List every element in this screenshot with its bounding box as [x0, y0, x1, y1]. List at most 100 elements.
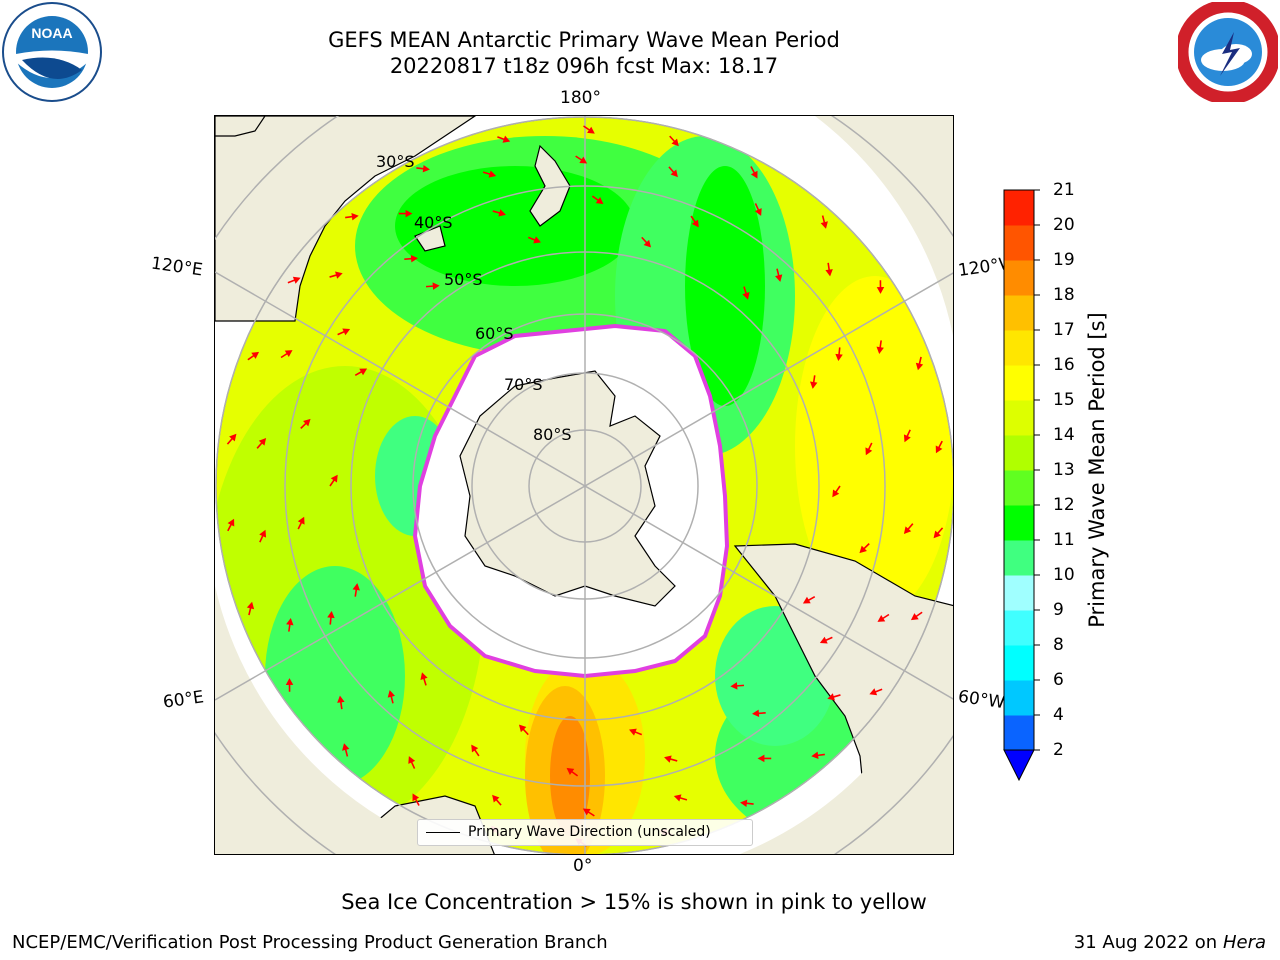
wave-arrow-head — [405, 209, 413, 218]
map-panel: Primary Wave Direction (unscaled) — [214, 115, 954, 855]
lon-label-lower-left: 60°E — [161, 687, 206, 713]
nws-logo — [1178, 2, 1278, 102]
wave-arrow-head — [582, 808, 591, 816]
wave-direction-arrows — [226, 125, 944, 847]
wave-arrow-head — [303, 418, 311, 427]
wave-arrow-head — [498, 209, 506, 217]
colorbar-segment — [1004, 260, 1034, 296]
wave-arrow-head — [835, 353, 843, 362]
wave-arrow-head — [488, 170, 497, 178]
colorbar-segment — [1004, 330, 1034, 366]
wave-arrow-head — [877, 615, 886, 622]
wave-arrow-head — [740, 799, 748, 808]
colorbar-tick-label: 12 — [1053, 495, 1075, 515]
lat-label-30s: 30°S — [376, 152, 415, 171]
wave-arrow-head — [750, 170, 758, 179]
wave-arrow-head — [251, 351, 260, 359]
wave-arrow-head — [775, 274, 783, 282]
colorbar-segment — [1004, 190, 1034, 226]
colorbar-segment — [1004, 435, 1034, 471]
wave-arrow-head — [502, 135, 511, 143]
wave-arrow-head — [533, 236, 541, 244]
wave-arrow-head — [566, 767, 575, 775]
wave-arrow-head — [910, 613, 919, 621]
colorbar-tick-label: 2 — [1053, 740, 1064, 760]
footer-date: 31 Aug 2022 on Hera — [1074, 932, 1266, 953]
wave-arrow-head — [664, 755, 672, 763]
meridians — [215, 116, 953, 854]
wave-arrow-head — [410, 254, 418, 263]
colorbar-tick-label: 10 — [1053, 565, 1075, 585]
wave-arrow-head — [259, 529, 267, 538]
wave-arrow-head — [286, 618, 294, 626]
colorbar-tick-label: 20 — [1053, 215, 1075, 235]
wave-arrow-head — [258, 438, 267, 446]
lat-label-40s: 40°S — [414, 213, 453, 232]
wave-arrow-head — [832, 489, 840, 498]
colorbar-segment — [1004, 365, 1034, 401]
wave-arrow-head — [691, 219, 699, 228]
noaa-logo: NOAA — [2, 2, 102, 102]
lon-label-top: 180° — [560, 88, 601, 108]
colorbar-segment — [1004, 540, 1034, 576]
wave-arrow-head — [229, 433, 237, 442]
wave-arrow-head — [802, 596, 811, 604]
lat-label-50s: 50°S — [444, 270, 483, 289]
colorbar-tick-label: 6 — [1053, 670, 1064, 690]
wave-arrow-head — [935, 445, 943, 454]
lat-label-60s: 60°S — [475, 324, 514, 343]
wave-arrow-head — [827, 693, 835, 701]
colorbar-tick-label: 21 — [1053, 180, 1075, 200]
colorbar-tick-label: 9 — [1053, 600, 1064, 620]
wave-arrow-head — [492, 794, 500, 803]
wave-arrow-head — [643, 239, 652, 248]
wave-arrow-head — [359, 368, 368, 376]
colorbar-segment — [1004, 470, 1034, 506]
wave-arrow-head — [671, 138, 679, 147]
footer-credit: NCEP/EMC/Verification Post Processing Pr… — [12, 932, 608, 953]
colorbar-under-triangle — [1003, 749, 1035, 782]
map-title: GEFS MEAN Antarctic Primary Wave Mean Pe… — [328, 28, 840, 52]
lon-label-lower-right: 60°W — [956, 686, 1007, 714]
lat-label-80s: 80°S — [533, 425, 572, 444]
wave-arrow-head — [284, 350, 293, 357]
wave-arrow-head — [246, 601, 255, 610]
wave-arrow-head — [933, 530, 941, 539]
legend-line-sample — [426, 832, 460, 833]
colorbar-segment — [1004, 680, 1034, 716]
wave-arrow-head — [869, 688, 878, 696]
map-legend: Primary Wave Direction (unscaled) — [417, 819, 753, 846]
antarctic-ice — [412, 323, 730, 679]
wave-arrow-head — [810, 381, 818, 389]
colorbar-segment — [1004, 575, 1034, 611]
wave-arrow-head — [285, 678, 294, 685]
wave-arrow-head — [752, 709, 760, 718]
wave-arrow-head — [876, 346, 884, 354]
wave-arrow-head — [432, 282, 440, 290]
wave-arrow-head — [673, 794, 682, 802]
wave-arrow-head — [342, 328, 351, 336]
wave-arrow-head — [587, 126, 595, 134]
wave-arrow-head — [730, 682, 738, 690]
colorbar — [1003, 189, 1040, 782]
wave-arrow-head — [859, 545, 867, 554]
colorbar-segment — [1004, 645, 1034, 681]
colorbar-segment — [1004, 715, 1034, 751]
wave-arrow-head — [335, 271, 343, 279]
wave-arrow-head — [387, 690, 395, 698]
wave-arrow-head — [408, 756, 416, 764]
colorbar-tick-label: 18 — [1053, 285, 1075, 305]
wave-arrow-head — [865, 447, 873, 456]
footer-date-text: 31 Aug 2022 on — [1073, 932, 1218, 953]
colorbar-tick-label: 11 — [1053, 530, 1075, 550]
colorbar-segment — [1004, 610, 1034, 646]
wave-arrow-head — [292, 276, 301, 284]
wave-arrow-head — [820, 221, 828, 229]
wave-arrow-head — [227, 518, 235, 527]
wave-arrow-head — [742, 292, 750, 300]
wave-arrow-head — [670, 169, 678, 178]
lat-label-70s: 70°S — [504, 375, 543, 394]
wave-arrow-head — [903, 434, 911, 443]
wave-arrow-head — [352, 583, 360, 591]
colorbar-segment — [1004, 400, 1034, 436]
